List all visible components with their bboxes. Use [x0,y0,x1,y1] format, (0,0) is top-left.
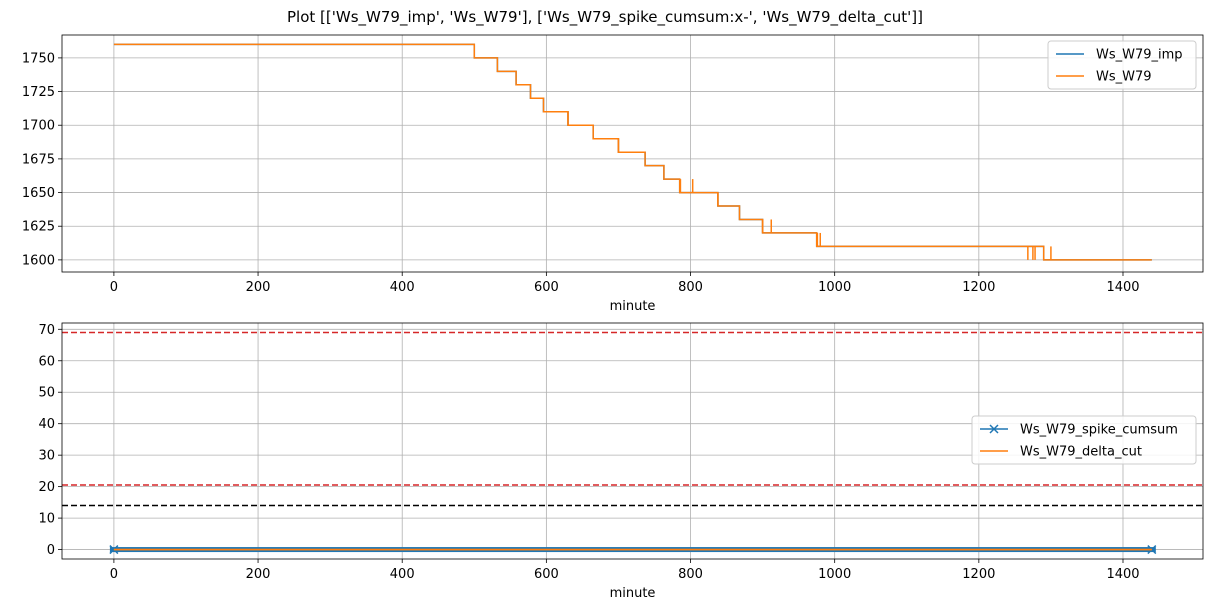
x-marker [109,545,119,555]
y-tick-label: 10 [38,512,55,527]
y-tick-label: 1650 [22,186,55,201]
x-tick-label: 600 [534,567,559,582]
x-tick-label: 1200 [962,280,995,295]
y-tick-label: 1750 [22,51,55,66]
legend-box [1047,40,1197,90]
axes-frame [61,34,1204,273]
y-tick-label: 1700 [22,119,55,134]
series-line-2 [113,43,1152,261]
legend-label: Ws_W79_imp [1096,48,1183,63]
y-tick-label: 0 [47,543,55,558]
x-tick-label: 1000 [818,567,851,582]
legend-label: Ws_W79 [1096,70,1152,85]
x-tick-label: 1000 [818,280,851,295]
x-tick-label: 400 [390,567,415,582]
x-tick-label: 1400 [1106,280,1139,295]
x-tick-label: 0 [110,567,118,582]
figure-title: Plot [['Ws_W79_imp', 'Ws_W79'], ['Ws_W79… [287,8,923,27]
x-tick-label: 0 [110,280,118,295]
y-tick-label: 20 [38,480,55,495]
x-tick-label: 400 [390,280,415,295]
x-axis-label: minute [610,586,656,601]
bottom-subplot: 0 200 400 600 800 1000 1200 1400 0 10 20 30 40 50 60 70… [38,322,1204,601]
legend-label: Ws_W79_spike_cumsum [1020,423,1178,438]
x-tick-label: 1400 [1106,567,1139,582]
x-tick-label: 800 [678,280,703,295]
x-tick-label: 200 [246,567,271,582]
y-tick-label: 1600 [22,253,55,268]
legend-box [971,415,1197,465]
y-tick-label: 1625 [22,220,55,235]
x-axis-label: minute [610,299,656,314]
y-tick-label: 1675 [22,152,55,167]
y-tick-label: 50 [38,386,55,401]
plot-area [113,43,1152,261]
plot-area [62,331,1203,555]
axes-frame [61,322,1204,560]
y-tick-label: 40 [38,417,55,432]
x-tick-label: 200 [246,280,271,295]
x-tick-label: 800 [678,567,703,582]
legend: Ws_W79_imp Ws_W79 [1047,40,1197,90]
y-tick-label: 30 [38,449,55,464]
legend-marker [989,424,999,434]
x-tick-label: 1200 [962,567,995,582]
y-tick-label: 1725 [22,85,55,100]
legend-label: Ws_W79_delta_cut [1020,445,1142,460]
y-tick-label: 60 [38,354,55,369]
legend: Ws_W79_spike_cumsum Ws_W79_delta_cut [971,415,1197,465]
top-subplot: 0 200 400 600 800 1000 1200 1400 1600 1625 1650 167… [22,34,1204,314]
x-tick-label: 600 [534,280,559,295]
y-tick-label: 70 [38,323,55,338]
